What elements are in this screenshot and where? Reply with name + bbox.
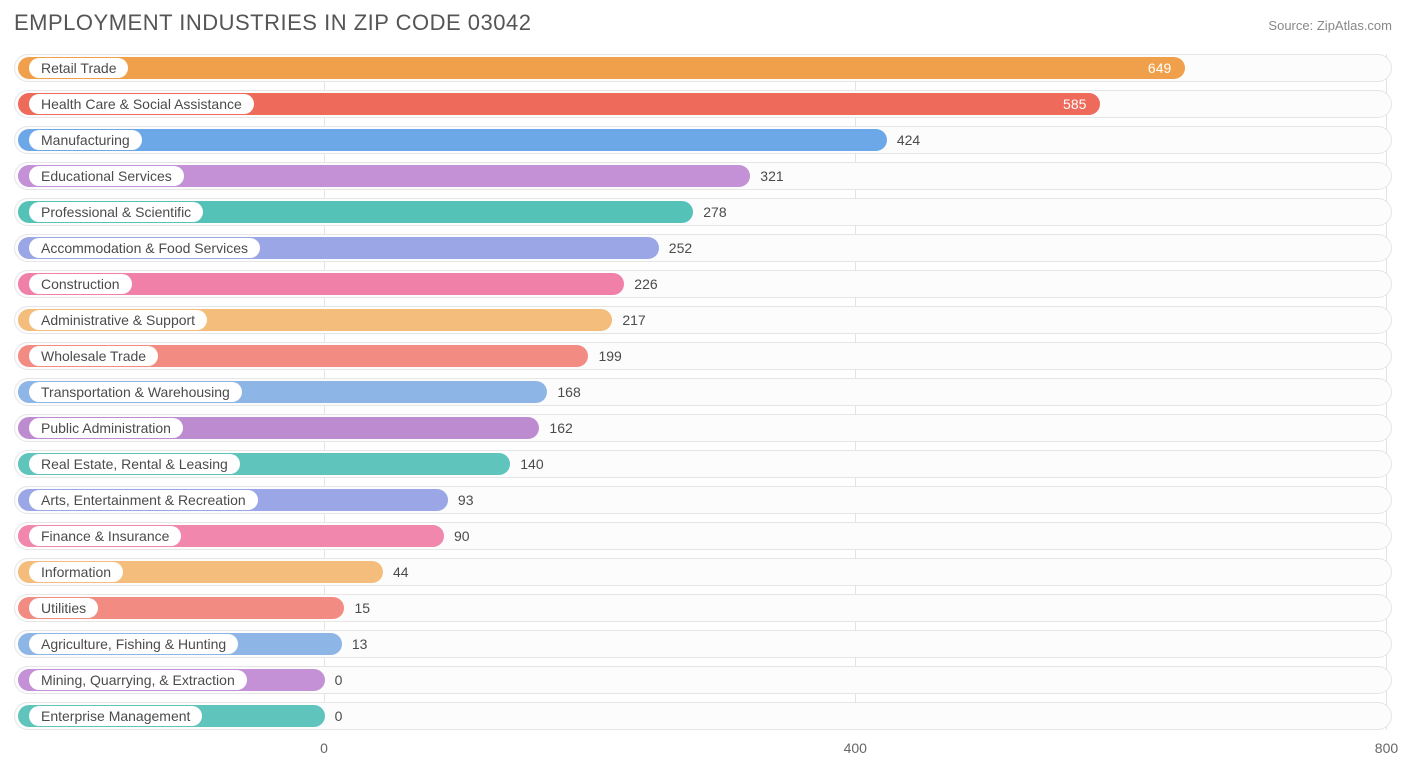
bar-category-label: Professional & Scientific <box>29 202 203 222</box>
x-axis: 0400800 <box>14 738 1392 760</box>
bar-category-label: Manufacturing <box>29 130 142 150</box>
bar-category-label: Arts, Entertainment & Recreation <box>29 490 258 510</box>
bar-value-label: 199 <box>598 343 621 369</box>
x-axis-tick: 0 <box>320 740 328 756</box>
bar-value-label: 90 <box>454 523 470 549</box>
bar-value-label: 321 <box>760 163 783 189</box>
bar-category-label: Public Administration <box>29 418 183 438</box>
bar-row: Administrative & Support 217 <box>14 306 1392 334</box>
bar-row: Real Estate, Rental & Leasing 140 <box>14 450 1392 478</box>
chart-area: Retail Trade 649 Health Care & Social Assi… <box>14 54 1392 760</box>
bar <box>18 57 1185 79</box>
bar-category-label: Information <box>29 562 123 582</box>
bar-row: Transportation & Warehousing 168 <box>14 378 1392 406</box>
bar-category-label: Finance & Insurance <box>29 526 181 546</box>
bar-row: Educational Services 321 <box>14 162 1392 190</box>
source-name: ZipAtlas.com <box>1317 18 1392 33</box>
bar-row: Construction 226 <box>14 270 1392 298</box>
bar-category-label: Real Estate, Rental & Leasing <box>29 454 240 474</box>
bar-category-label: Wholesale Trade <box>29 346 158 366</box>
bar-value-label: 226 <box>634 271 657 297</box>
x-axis-tick: 400 <box>844 740 867 756</box>
bar-category-label: Educational Services <box>29 166 184 186</box>
source-prefix: Source: <box>1268 18 1313 33</box>
bar-value-label: 44 <box>393 559 409 585</box>
bar-row: Retail Trade 649 <box>14 54 1392 82</box>
bar-value-label: 649 <box>1148 55 1171 81</box>
bar-row: Accommodation & Food Services 252 <box>14 234 1392 262</box>
bar-value-label: 162 <box>549 415 572 441</box>
bar-category-label: Agriculture, Fishing & Hunting <box>29 634 238 654</box>
bar-value-label: 15 <box>354 595 370 621</box>
chart-source: Source: ZipAtlas.com <box>1268 18 1392 33</box>
bar-row: Information 44 <box>14 558 1392 586</box>
bar-row: Wholesale Trade 199 <box>14 342 1392 370</box>
bar-row: Enterprise Management 0 <box>14 702 1392 730</box>
bar-row: Utilities 15 <box>14 594 1392 622</box>
bar-value-label: 252 <box>669 235 692 261</box>
bar-value-label: 0 <box>335 703 343 729</box>
bar-value-label: 93 <box>458 487 474 513</box>
bar-row: Professional & Scientific 278 <box>14 198 1392 226</box>
bar-category-label: Utilities <box>29 598 98 618</box>
bar-category-label: Mining, Quarrying, & Extraction <box>29 670 247 690</box>
bar-row: Agriculture, Fishing & Hunting 13 <box>14 630 1392 658</box>
bar-value-label: 424 <box>897 127 920 153</box>
bar <box>18 129 887 151</box>
bar-row: Public Administration 162 <box>14 414 1392 442</box>
bar-category-label: Enterprise Management <box>29 706 202 726</box>
bar-category-label: Health Care & Social Assistance <box>29 94 254 114</box>
bar-row: Arts, Entertainment & Recreation 93 <box>14 486 1392 514</box>
bar-category-label: Construction <box>29 274 132 294</box>
chart-title: EMPLOYMENT INDUSTRIES IN ZIP CODE 03042 <box>14 10 532 36</box>
bar-category-label: Administrative & Support <box>29 310 207 330</box>
bar-value-label: 13 <box>352 631 368 657</box>
bar-value-label: 0 <box>335 667 343 693</box>
bar-row: Manufacturing 424 <box>14 126 1392 154</box>
bar-value-label: 278 <box>703 199 726 225</box>
bar-value-label: 140 <box>520 451 543 477</box>
bar-value-label: 168 <box>557 379 580 405</box>
bar-category-label: Transportation & Warehousing <box>29 382 242 402</box>
bar-row: Health Care & Social Assistance 585 <box>14 90 1392 118</box>
bar-category-label: Accommodation & Food Services <box>29 238 260 258</box>
chart-header: EMPLOYMENT INDUSTRIES IN ZIP CODE 03042 … <box>14 10 1392 36</box>
bar-value-label: 217 <box>622 307 645 333</box>
x-axis-tick: 800 <box>1375 740 1398 756</box>
bar-row: Mining, Quarrying, & Extraction 0 <box>14 666 1392 694</box>
bar-value-label: 585 <box>1063 91 1086 117</box>
chart-rows: Retail Trade 649 Health Care & Social Assi… <box>14 54 1392 730</box>
bar-category-label: Retail Trade <box>29 58 128 78</box>
bar-row: Finance & Insurance 90 <box>14 522 1392 550</box>
